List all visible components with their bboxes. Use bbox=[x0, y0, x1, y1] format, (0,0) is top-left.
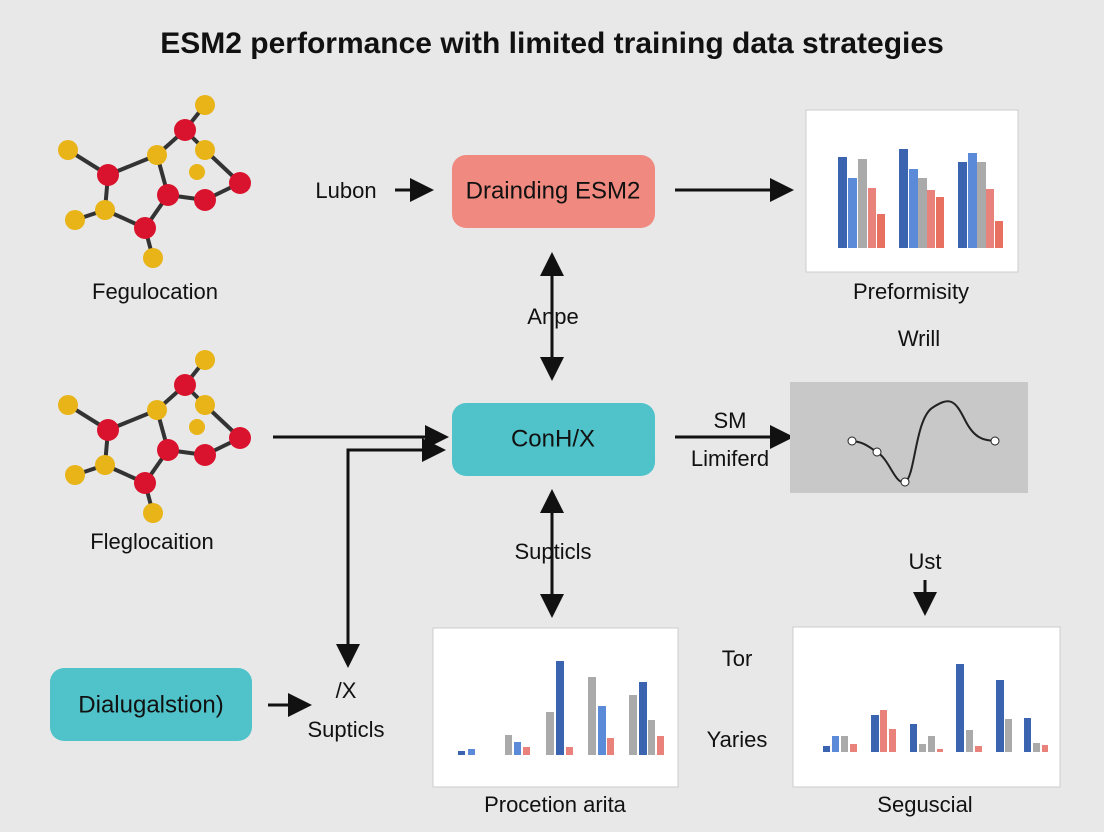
molecule-label: Fleglocaition bbox=[90, 529, 214, 554]
node-label: ConH/X bbox=[511, 425, 595, 452]
arrows bbox=[268, 178, 937, 717]
edge-label: /X bbox=[336, 678, 357, 703]
chart-thumbnail bbox=[805, 109, 1019, 273]
node bbox=[50, 668, 252, 741]
chart-thumbnail bbox=[790, 382, 1028, 493]
molecule-icon bbox=[56, 348, 253, 525]
edge-label: Lubon bbox=[315, 178, 376, 203]
chart-thumbnail bbox=[432, 627, 679, 788]
molecule-icon bbox=[56, 93, 253, 270]
side-label: Tor bbox=[722, 646, 753, 671]
title: ESM2 performance with limited training d… bbox=[160, 27, 944, 60]
edge-label: Ust bbox=[909, 549, 942, 574]
node bbox=[452, 155, 655, 228]
edge-label: SM bbox=[714, 408, 747, 433]
side-label: Wrill bbox=[898, 326, 940, 351]
chart-label: Procetion arita bbox=[484, 792, 627, 817]
chart-label: Preformisity bbox=[853, 279, 969, 304]
node-label: Drainding ESM2 bbox=[466, 177, 641, 204]
edge-label: Limiferd bbox=[691, 446, 769, 471]
node bbox=[452, 403, 655, 476]
edge-label: Anpe bbox=[527, 304, 578, 329]
node-label: Dialugalstion) bbox=[78, 691, 223, 718]
edge-label: Supticls bbox=[514, 539, 591, 564]
molecule-label: Fegulocation bbox=[92, 279, 218, 304]
edge-label: Supticls bbox=[307, 717, 384, 742]
side-label: Yaries bbox=[707, 727, 768, 752]
chart-label: Seguscial bbox=[877, 792, 972, 817]
chart-thumbnail bbox=[792, 626, 1061, 788]
